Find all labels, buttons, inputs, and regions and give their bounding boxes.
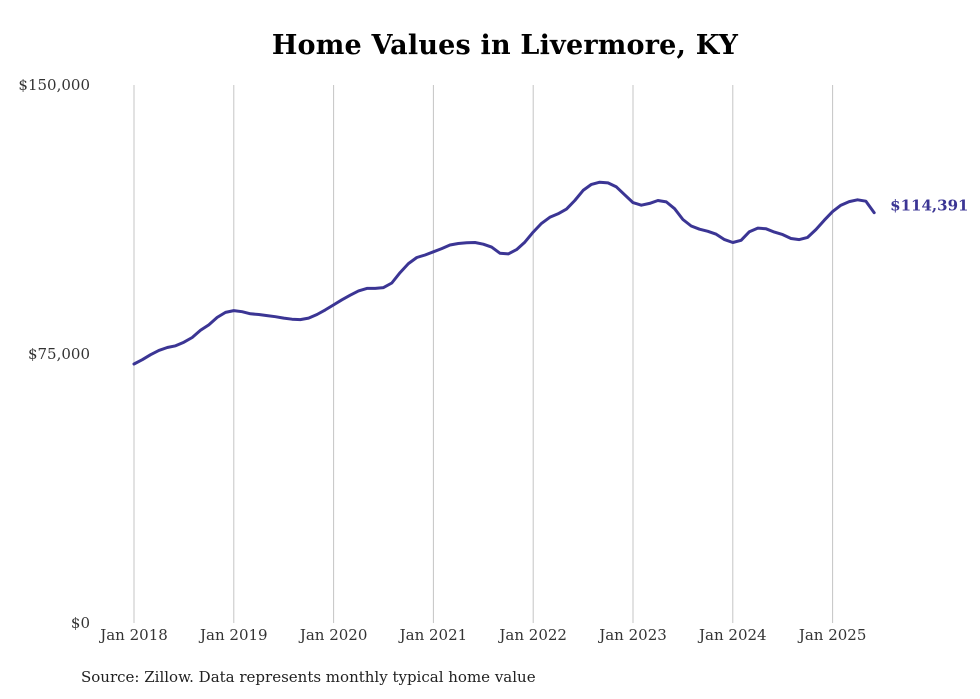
x-tick-label: Jan 2019 (198, 626, 268, 644)
x-tick-label: Jan 2024 (697, 626, 767, 644)
end-value-label: $114,391 (890, 197, 968, 215)
end-label-group: $114,391 (890, 197, 968, 215)
x-axis-ticks: Jan 2018 Jan 2019 Jan 2020 Jan 2021 Jan 2022… (98, 626, 866, 644)
x-tick-label: Jan 2020 (298, 626, 368, 644)
grid-lines (133, 85, 834, 623)
y-tick-label: $0 (71, 614, 90, 632)
y-tick-label: $150,000 (18, 76, 90, 94)
y-tick-label: $75,000 (28, 345, 90, 363)
series-line (132, 180, 876, 366)
x-tick-label: Jan 2025 (797, 626, 867, 644)
x-tick-label: Jan 2018 (98, 626, 168, 644)
source-note: Source: Zillow. Data represents monthly … (81, 668, 536, 686)
series-group (132, 180, 876, 366)
y-axis-ticks: $0 $75,000 $150,000 (18, 76, 90, 632)
x-tick-label: Jan 2021 (398, 626, 468, 644)
x-tick-label: Jan 2022 (497, 626, 567, 644)
chart-title: Home Values in Livermore, KY (271, 30, 739, 61)
x-tick-label: Jan 2023 (597, 626, 667, 644)
